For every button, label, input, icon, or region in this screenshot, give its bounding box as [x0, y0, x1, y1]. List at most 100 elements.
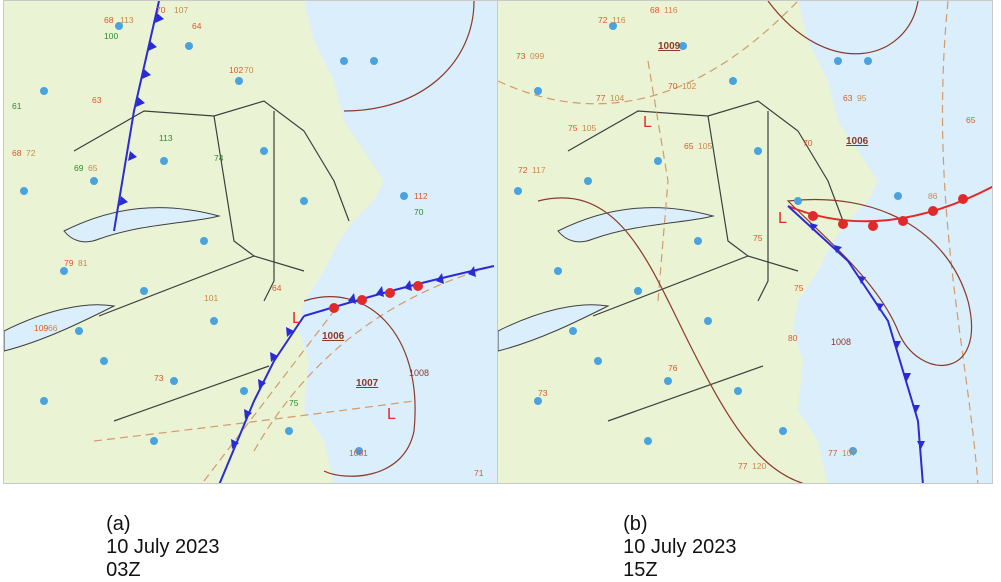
obs: 77	[596, 93, 606, 103]
obs: 64	[192, 21, 202, 31]
obs: 70	[668, 81, 678, 91]
station-layer	[20, 22, 408, 455]
cold-front-pip	[128, 151, 137, 161]
obs: 70	[414, 207, 424, 217]
warm-front-bump	[838, 219, 848, 229]
cold-front-pip	[376, 286, 384, 297]
obs: 77	[738, 461, 748, 471]
obs: 107	[174, 5, 188, 15]
obs: 75	[289, 398, 299, 408]
cold-front-pip	[270, 352, 278, 362]
state-border	[607, 365, 764, 422]
cold-front-pip	[258, 379, 266, 389]
cold-front-pip	[231, 439, 239, 449]
obs: 113	[120, 15, 134, 25]
cold-front-pip	[917, 441, 925, 449]
obs: 70	[156, 5, 166, 15]
obs: 71	[474, 468, 484, 478]
low-symbol: L	[292, 310, 301, 327]
caption-label: (b)	[623, 513, 648, 535]
obs: 116	[612, 15, 626, 25]
cold-front-pip	[286, 327, 294, 337]
obs: 109	[34, 323, 48, 333]
obs: 72	[26, 148, 36, 158]
obs: 099	[530, 51, 544, 61]
low-pressure-label: 1009	[658, 41, 681, 52]
isobar	[767, 1, 919, 55]
stationary-front	[303, 265, 495, 317]
obs: 1081	[349, 448, 368, 458]
isobar-label: 1008	[831, 337, 851, 347]
obs: 101	[204, 293, 218, 303]
trough-line	[941, 1, 979, 483]
caption-date: 10 July 2023	[623, 536, 737, 558]
cold-front-pip	[155, 13, 164, 23]
isobar-label: 1008	[409, 368, 429, 378]
obs: 68	[104, 15, 114, 25]
cold-front-pip	[142, 69, 151, 79]
cold-front-pip	[244, 409, 252, 419]
cold-front	[113, 1, 160, 232]
obs: 113	[159, 133, 173, 143]
obs: 72	[518, 165, 528, 175]
obs: 75	[794, 283, 804, 293]
obs: 65	[88, 163, 98, 173]
coastline	[303, 130, 350, 222]
surface-map-panel-a: 70 107 68 113 63 100 61 64 68 72 102 70 …	[3, 0, 499, 484]
isobar	[343, 1, 475, 112]
warm-front-bump	[958, 194, 968, 204]
obs: 79	[64, 258, 74, 268]
obs: 70	[803, 138, 813, 148]
cold-front-pip	[834, 245, 842, 253]
obs: 68	[12, 148, 22, 158]
caption-date: 10 July 2023	[106, 536, 220, 558]
lake-erie	[4, 304, 116, 352]
cold-front-pip	[148, 41, 157, 51]
cold-front-pip	[468, 266, 476, 277]
cold-front-pip	[436, 273, 444, 284]
obs: 73	[516, 51, 526, 61]
low-symbol: L	[778, 210, 787, 227]
warm-front-bump	[898, 216, 908, 226]
obs: 66	[48, 323, 58, 333]
trough-line	[203, 310, 335, 482]
obs: 69	[74, 163, 84, 173]
cold-front-pip	[348, 293, 356, 304]
obs: 73	[154, 373, 164, 383]
cold-front-pip	[136, 97, 145, 107]
warm-front-bump	[808, 211, 818, 221]
cold-front-pip	[903, 373, 911, 381]
obs: 64	[272, 283, 282, 293]
obs: 116	[664, 5, 678, 15]
obs: 76	[668, 363, 678, 373]
warm-front-bump	[329, 303, 339, 313]
warm-front-bump	[868, 221, 878, 231]
trough-line	[647, 60, 669, 302]
cold-front-pip	[119, 196, 128, 206]
trough-line	[93, 400, 415, 442]
obs: 100	[104, 31, 118, 41]
caption-a: (a) 10 July 2023 03Z	[95, 490, 244, 582]
surface-map-b: 68 116 72 116 73 099 70 102 77 104 75 10…	[498, 1, 992, 483]
obs: 72	[598, 15, 608, 25]
caption-time: 03Z	[106, 559, 141, 581]
obs: 61	[12, 101, 22, 111]
low-pressure-label: 1007	[356, 378, 379, 389]
low-symbol: L	[387, 406, 396, 423]
trough-line	[253, 265, 495, 452]
surface-map-panel-b: 68 116 72 116 73 099 70 102 77 104 75 10…	[497, 0, 993, 484]
obs: 77	[828, 448, 838, 458]
obs: 120	[752, 461, 766, 471]
obs: 75	[753, 233, 763, 243]
station-plots: 70 107 68 113 63 100 61 64 68 72 102 70 …	[12, 5, 484, 478]
obs: 117	[532, 165, 546, 175]
obs: 86	[928, 191, 938, 201]
warm-front-bump	[357, 295, 367, 305]
obs: 80	[788, 333, 798, 343]
state-border	[263, 111, 275, 302]
obs: 73	[538, 388, 548, 398]
obs: 70	[244, 65, 254, 75]
isobar	[537, 197, 804, 483]
obs: 107	[842, 448, 856, 458]
state-border	[213, 115, 255, 257]
